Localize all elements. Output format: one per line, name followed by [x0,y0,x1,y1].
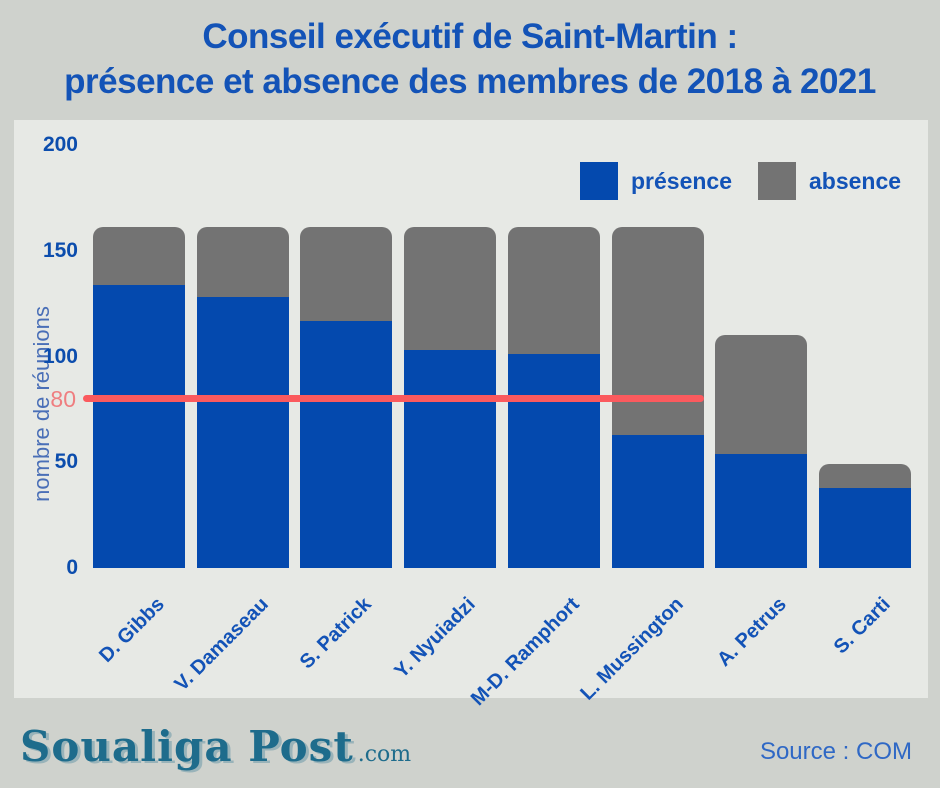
title-line-2: présence et absence des membres de 2018 … [64,62,876,101]
legend-item-presence: présence [580,162,732,200]
bar [507,227,600,568]
bar [196,227,289,568]
logo-text: Soualiga Post [20,722,354,771]
y-tick-label: 150 [42,238,78,262]
soualiga-post-logo: Soualiga Post .com [20,722,411,771]
absence-segment [715,335,808,454]
absence-segment [818,464,911,488]
presence-segment [818,487,911,568]
absence-segment [404,227,497,351]
bar [93,227,185,568]
y-tick-label: 100 [42,344,78,368]
presence-segment [611,434,704,568]
legend-label-presence: présence [631,167,733,194]
chart-panel: présence absence nombre de réunions 0 50 1… [14,120,928,710]
presence-segment [93,284,185,568]
absence-segment [507,227,600,355]
logo-suffix: .com [357,742,412,767]
bar [404,227,497,568]
y-tick-label: 0 [66,556,78,579]
absence-segment [196,227,289,298]
source-label: Source : COM [759,738,912,765]
bar [818,464,911,568]
reference-line-80 [83,395,704,403]
presence-segment [715,453,808,568]
presence-segment [300,320,393,568]
absence-segment [300,227,393,321]
legend-label-absence: absence [809,167,902,194]
y-tick-label: 50 [54,450,78,474]
absence-segment [611,227,704,435]
y-tick-label: 200 [42,133,78,156]
legend-item-absence: absence [758,162,901,200]
title-line-1: Conseil exécutif de Saint-Martin : [202,17,738,56]
bar [715,335,808,568]
page-title: Conseil exécutif de Saint-Martin : prése… [0,14,940,104]
absence-swatch [758,162,796,200]
reference-line-label: 80 [50,385,76,412]
bar [300,227,393,568]
absence-segment [93,227,185,285]
presence-segment [404,350,497,568]
presence-segment [196,297,289,568]
presence-segment [507,354,600,568]
presence-swatch [580,162,618,200]
